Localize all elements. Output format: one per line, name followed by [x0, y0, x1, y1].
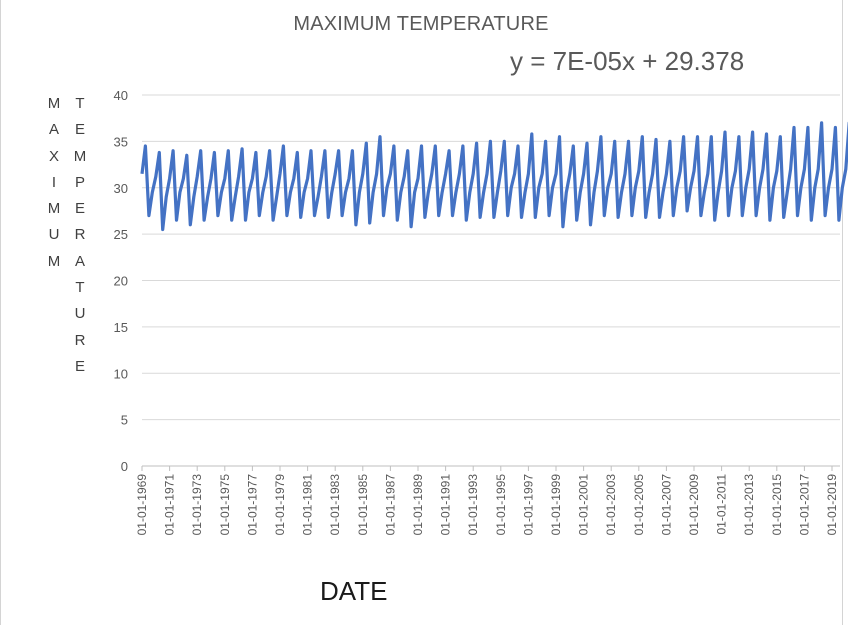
x-tick-label: 01-01-1989	[411, 474, 425, 536]
y-axis-label-letter: M	[73, 147, 87, 165]
y-tick-label: 30	[114, 181, 128, 196]
trendline-equation: y = 7E-05x + 29.378	[510, 46, 745, 76]
x-tick-label: 01-01-2019	[825, 474, 839, 536]
chart-title: MAXIMUM TEMPERATURE	[293, 13, 549, 35]
x-tick-label: 01-01-1999	[549, 474, 563, 536]
x-tick-label: 01-01-1973	[190, 474, 204, 536]
series-line-max-temperature	[140, 121, 848, 232]
y-axis-label-letter: M	[47, 252, 61, 270]
y-tick-label: 35	[114, 134, 128, 149]
y-axis-label-letter: A	[48, 121, 59, 139]
y-axis-label-letter: A	[74, 252, 85, 270]
x-tick-label: 01-01-1979	[273, 474, 287, 536]
y-axis-label-letter: R	[74, 226, 86, 244]
x-tick-label: 01-01-1969	[135, 474, 149, 536]
y-axis-label-letter: U	[74, 305, 86, 323]
y-axis-label-letter: R	[74, 331, 86, 349]
x-tick-label: 01-01-2009	[687, 474, 701, 536]
y-tick-label: 10	[114, 366, 128, 381]
y-tick-label: 40	[114, 88, 128, 103]
x-tick-label: 01-01-1997	[521, 474, 535, 536]
x-tick-label: 01-01-2017	[797, 474, 811, 536]
x-tick-label: 01-01-1975	[218, 474, 232, 536]
y-tick-label: 25	[114, 227, 128, 242]
y-axis-label-letter: U	[48, 226, 60, 244]
x-tick-label: 01-01-1991	[439, 474, 453, 536]
sheet-edge-left	[0, 0, 1, 625]
y-axis-label-letter: T	[75, 95, 85, 112]
sheet-edge-right	[842, 0, 843, 625]
x-tick-label: 01-01-2007	[659, 474, 673, 536]
y-tick-labels: 0 5 10 15 20 25 30 35 40	[114, 88, 128, 474]
x-tick-label: 01-01-2015	[770, 474, 784, 536]
x-tick-label: 01-01-1971	[163, 474, 177, 536]
x-tick-label: 01-01-2005	[632, 474, 646, 536]
series-layer	[140, 121, 848, 232]
y-axis-label-letter: E	[74, 121, 85, 139]
x-tick-label: 01-01-1977	[245, 474, 259, 536]
y-axis-label-letter: M	[47, 200, 61, 218]
x-tick-label: 01-01-1987	[383, 474, 397, 536]
x-tick-label: 01-01-1995	[494, 474, 508, 536]
x-tick-label: 01-01-1981	[301, 474, 315, 536]
y-tick-label: 20	[114, 274, 128, 289]
y-tick-label: 5	[121, 413, 128, 428]
x-tick-label: 01-01-2011	[715, 474, 729, 535]
x-tick-labels: 01-01-1969 01-01-1971 01-01-1973 01-01-1975…	[135, 466, 839, 535]
y-axis-label-letter: P	[74, 173, 85, 191]
y-axis-label-letter: E	[74, 200, 85, 218]
y-tick-label: 0	[121, 459, 128, 474]
y-axis-label-letter: I	[51, 173, 57, 191]
x-tick-label: 01-01-2003	[604, 474, 618, 536]
y-tick-label: 15	[114, 320, 128, 335]
x-tick-label: 01-01-2001	[577, 474, 591, 536]
x-tick-label: 01-01-1993	[466, 474, 480, 536]
x-tick-label: 01-01-1985	[356, 474, 370, 536]
y-axis-label-letter: E	[74, 357, 85, 375]
y-axis-label-letter: T	[75, 279, 85, 297]
x-tick-label: 01-01-2013	[742, 474, 756, 536]
y-axis-label-letter: X	[48, 147, 59, 165]
x-tick-label: 01-01-1983	[328, 474, 342, 536]
x-axis-label: DATE	[320, 576, 388, 606]
y-axis-label-letter: M	[47, 95, 61, 112]
